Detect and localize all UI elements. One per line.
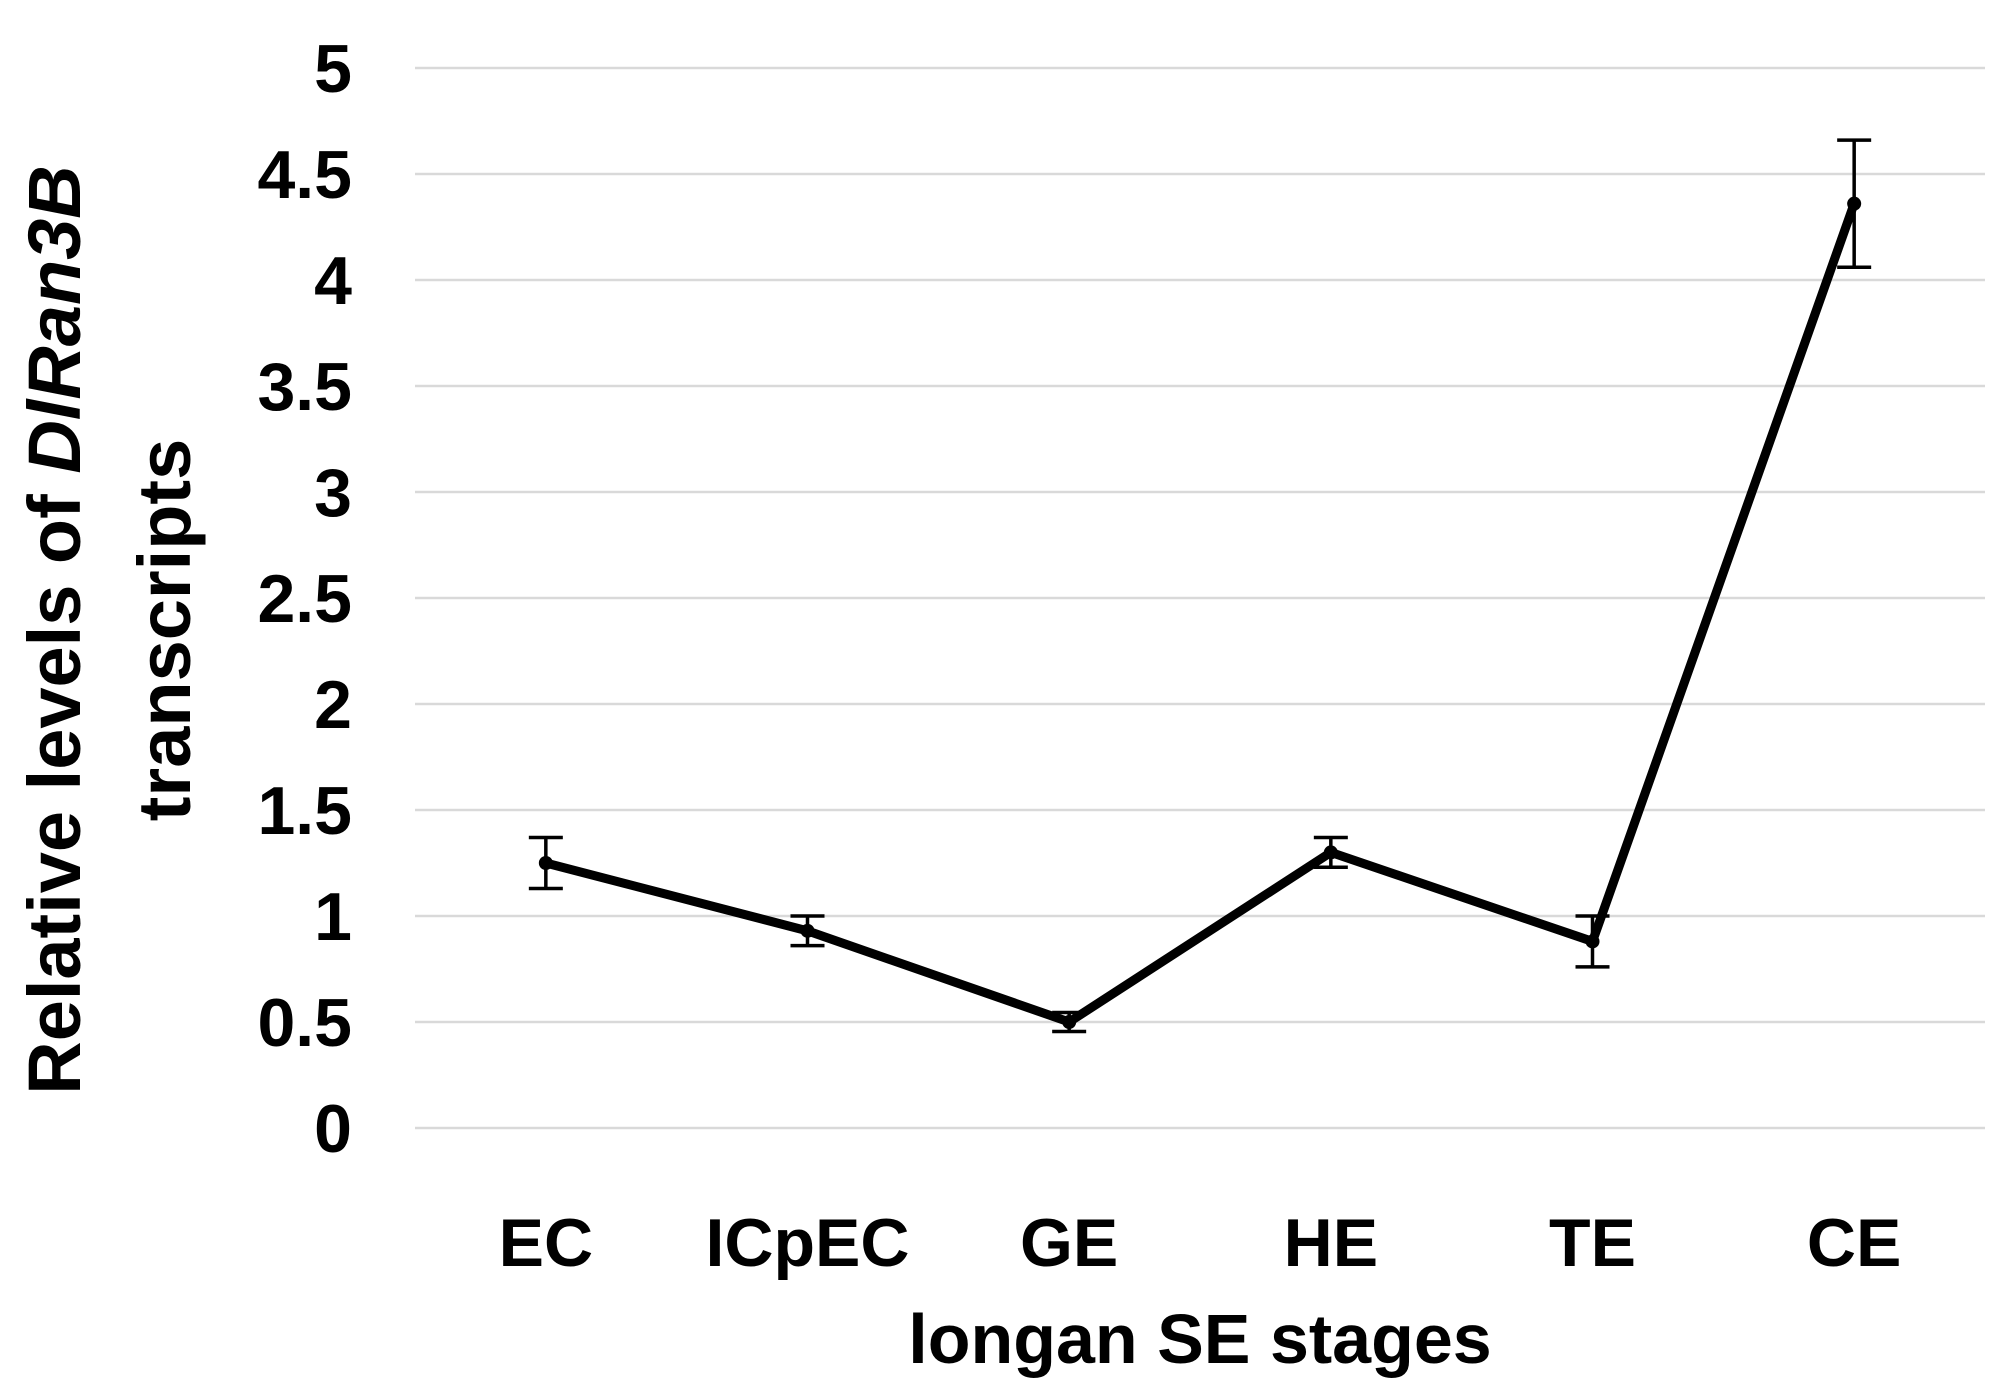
y-tick-label: 2.5 — [257, 561, 352, 637]
y-tick-label: 5 — [314, 31, 352, 107]
y-axis-tick-labels: 0 0.5 1 1.5 2 2.5 3 3.5 4 4.5 5 — [257, 31, 352, 1167]
gridlines-layer — [415, 66, 1985, 1130]
y-tick-label: 3 — [314, 455, 352, 531]
y-axis-title-line2: transcripts — [123, 439, 206, 821]
y-tick-label: 1 — [314, 879, 352, 955]
data-point — [1585, 934, 1600, 949]
x-tick-label: TE — [1549, 1205, 1636, 1281]
x-tick-label: EC — [499, 1205, 593, 1281]
y-tick-label: 4.5 — [257, 137, 352, 213]
x-axis-tick-labels: EC ICpEC GE HE TE CE — [499, 1205, 1902, 1281]
x-tick-label: ICpEC — [706, 1205, 910, 1281]
data-point — [538, 856, 553, 870]
data-line — [541, 199, 1859, 1027]
y-tick-label: 0 — [314, 1091, 352, 1167]
x-axis-title: longan SE stages — [908, 1300, 1491, 1378]
y-axis-title-text: Relative levels of — [13, 474, 96, 1095]
data-point — [1323, 845, 1338, 860]
x-tick-label: HE — [1284, 1205, 1378, 1281]
y-axis-title-gene-name: DlRan3B — [13, 165, 96, 473]
y-axis-title-line1: Relative levels of DlRan3B — [13, 165, 96, 1095]
y-tick-label: 0.5 — [257, 985, 352, 1061]
data-point — [800, 923, 815, 938]
y-tick-label: 1.5 — [257, 773, 352, 849]
y-tick-label: 2 — [314, 667, 352, 743]
data-series-layer — [538, 196, 1862, 1029]
data-point — [1062, 1015, 1077, 1029]
y-tick-label: 3.5 — [257, 349, 352, 425]
x-tick-label: GE — [1020, 1205, 1118, 1281]
y-tick-label: 4 — [314, 243, 352, 319]
x-tick-label: CE — [1807, 1205, 1901, 1281]
error-bars-layer — [528, 138, 1872, 1034]
data-point — [1847, 196, 1862, 211]
